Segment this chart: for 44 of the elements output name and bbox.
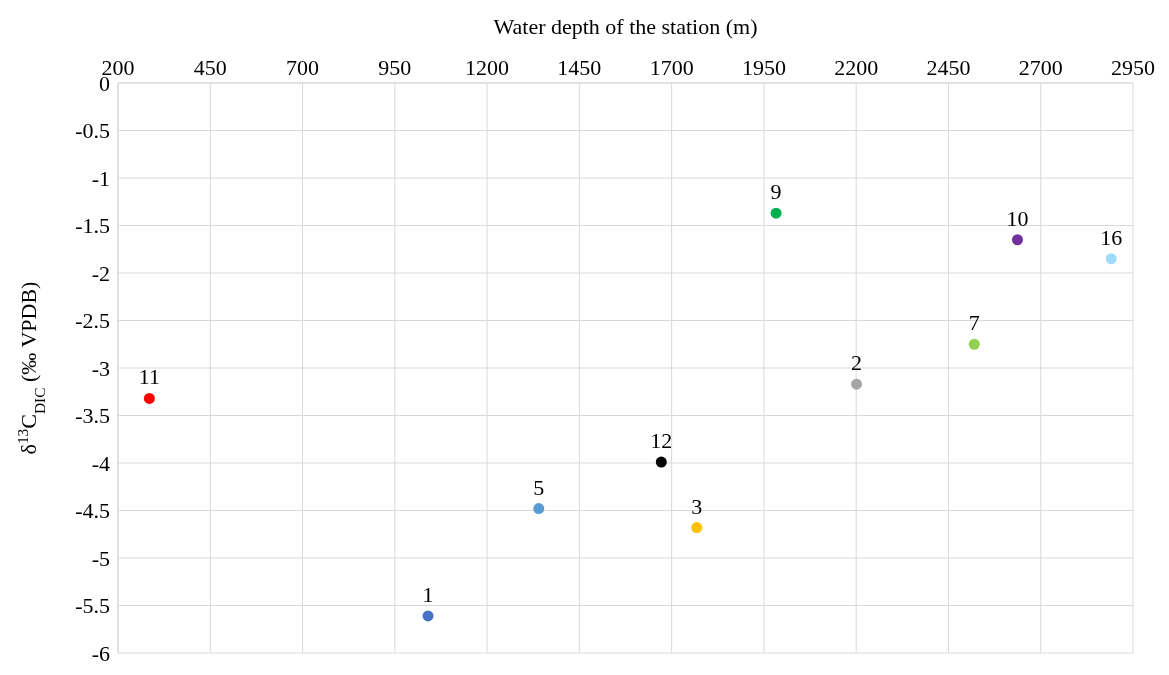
annotation: 2	[851, 350, 863, 376]
x-tick-label: 2200	[834, 55, 879, 80]
y-tick-label: -2.5	[75, 308, 110, 334]
x-axis-title: Water depth of the station (m)	[493, 13, 758, 39]
annotation: 11	[138, 364, 160, 390]
annotation: 10	[1006, 205, 1029, 231]
x-tick-label: 700	[286, 55, 320, 80]
x-tick-label: 950	[378, 55, 412, 80]
annotation: 16	[1100, 224, 1123, 250]
annotation: 3	[691, 493, 703, 519]
y-tick-label: -1	[91, 165, 110, 191]
y-tick-label: -4.5	[75, 498, 110, 524]
point	[533, 503, 545, 515]
point	[422, 610, 434, 622]
y-tick-label: -5	[91, 545, 110, 571]
point	[143, 392, 155, 404]
point	[691, 522, 703, 534]
point	[1105, 253, 1117, 265]
y-tick-label: -4	[91, 450, 110, 476]
x-tick-label: 2700	[1018, 55, 1063, 80]
x-tick-label: 1450	[557, 55, 602, 80]
y-tick-label: -3.5	[75, 403, 110, 429]
x-tick-label: 1700	[649, 55, 694, 80]
x-tick-label: 1950	[741, 55, 786, 80]
y-tick-label: -5.5	[75, 593, 110, 619]
point	[770, 207, 782, 219]
y-tick-label: -6	[91, 640, 110, 666]
annotation: 12	[650, 428, 673, 454]
point	[655, 456, 667, 468]
y-tick-label: -0.5	[75, 118, 110, 144]
point	[851, 378, 863, 390]
y-tick-label: -1.5	[75, 213, 110, 239]
annotation: 9	[770, 179, 782, 205]
point	[1011, 234, 1023, 246]
point	[968, 338, 980, 350]
x-tick-label: 2950	[1111, 55, 1155, 80]
annotation: 1	[422, 581, 434, 607]
x-tick-label: 1200	[465, 55, 510, 80]
y-tick-label: -3	[91, 355, 110, 381]
x-tick-label: 450	[193, 55, 227, 80]
y-tick-label: -2	[91, 260, 110, 286]
x-tick-label: 2450	[926, 55, 971, 80]
annotation: 7	[968, 310, 980, 336]
annotation: 5	[533, 474, 545, 500]
